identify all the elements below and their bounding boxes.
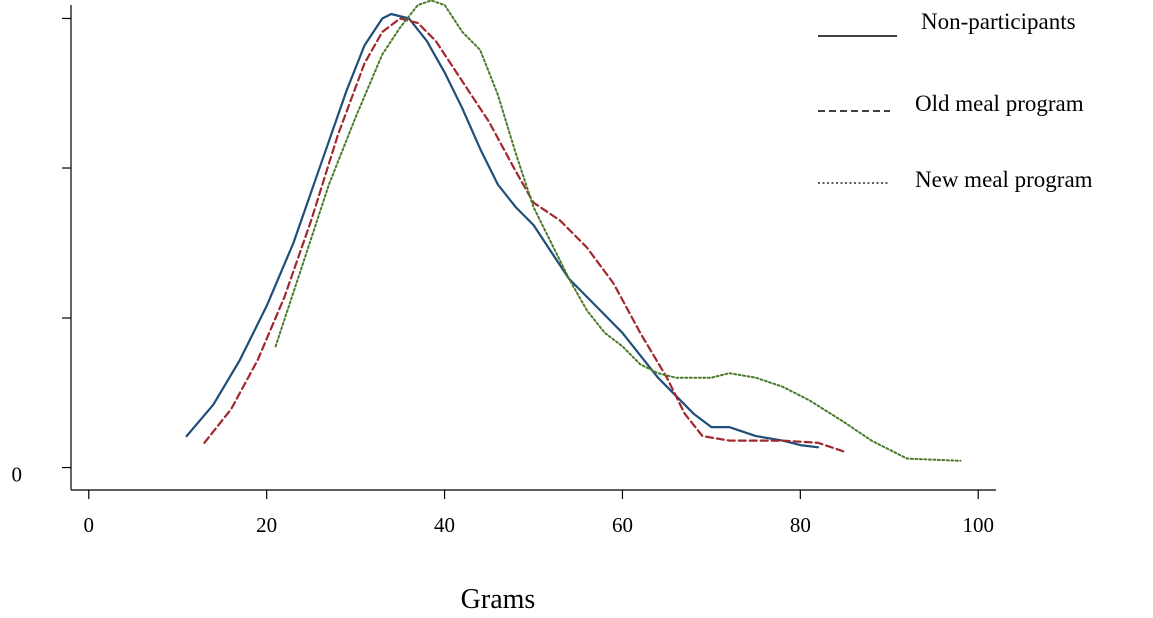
legend: Non-participants Old meal program New meal…: [818, 9, 1093, 192]
series-line-3: [276, 1, 961, 461]
x-tick-label: 20: [256, 513, 277, 537]
axes: 0 20 40 60 80 100 0: [12, 5, 997, 537]
y-tick-label: 0: [12, 463, 23, 487]
x-axis-title: Grams: [461, 584, 536, 615]
legend-label-3: New meal program: [915, 167, 1093, 192]
x-tick-label: 40: [434, 513, 455, 537]
x-tick-label: 0: [84, 513, 95, 537]
series-line-1: [187, 14, 819, 447]
x-tick-label: 100: [962, 513, 994, 537]
legend-label-2: Old meal program: [915, 91, 1084, 116]
x-tick-label: 80: [790, 513, 811, 537]
series-layer: [187, 1, 961, 461]
series-line-2: [204, 19, 844, 452]
legend-label-1: Non-participants: [921, 9, 1076, 34]
x-tick-label: 60: [612, 513, 633, 537]
